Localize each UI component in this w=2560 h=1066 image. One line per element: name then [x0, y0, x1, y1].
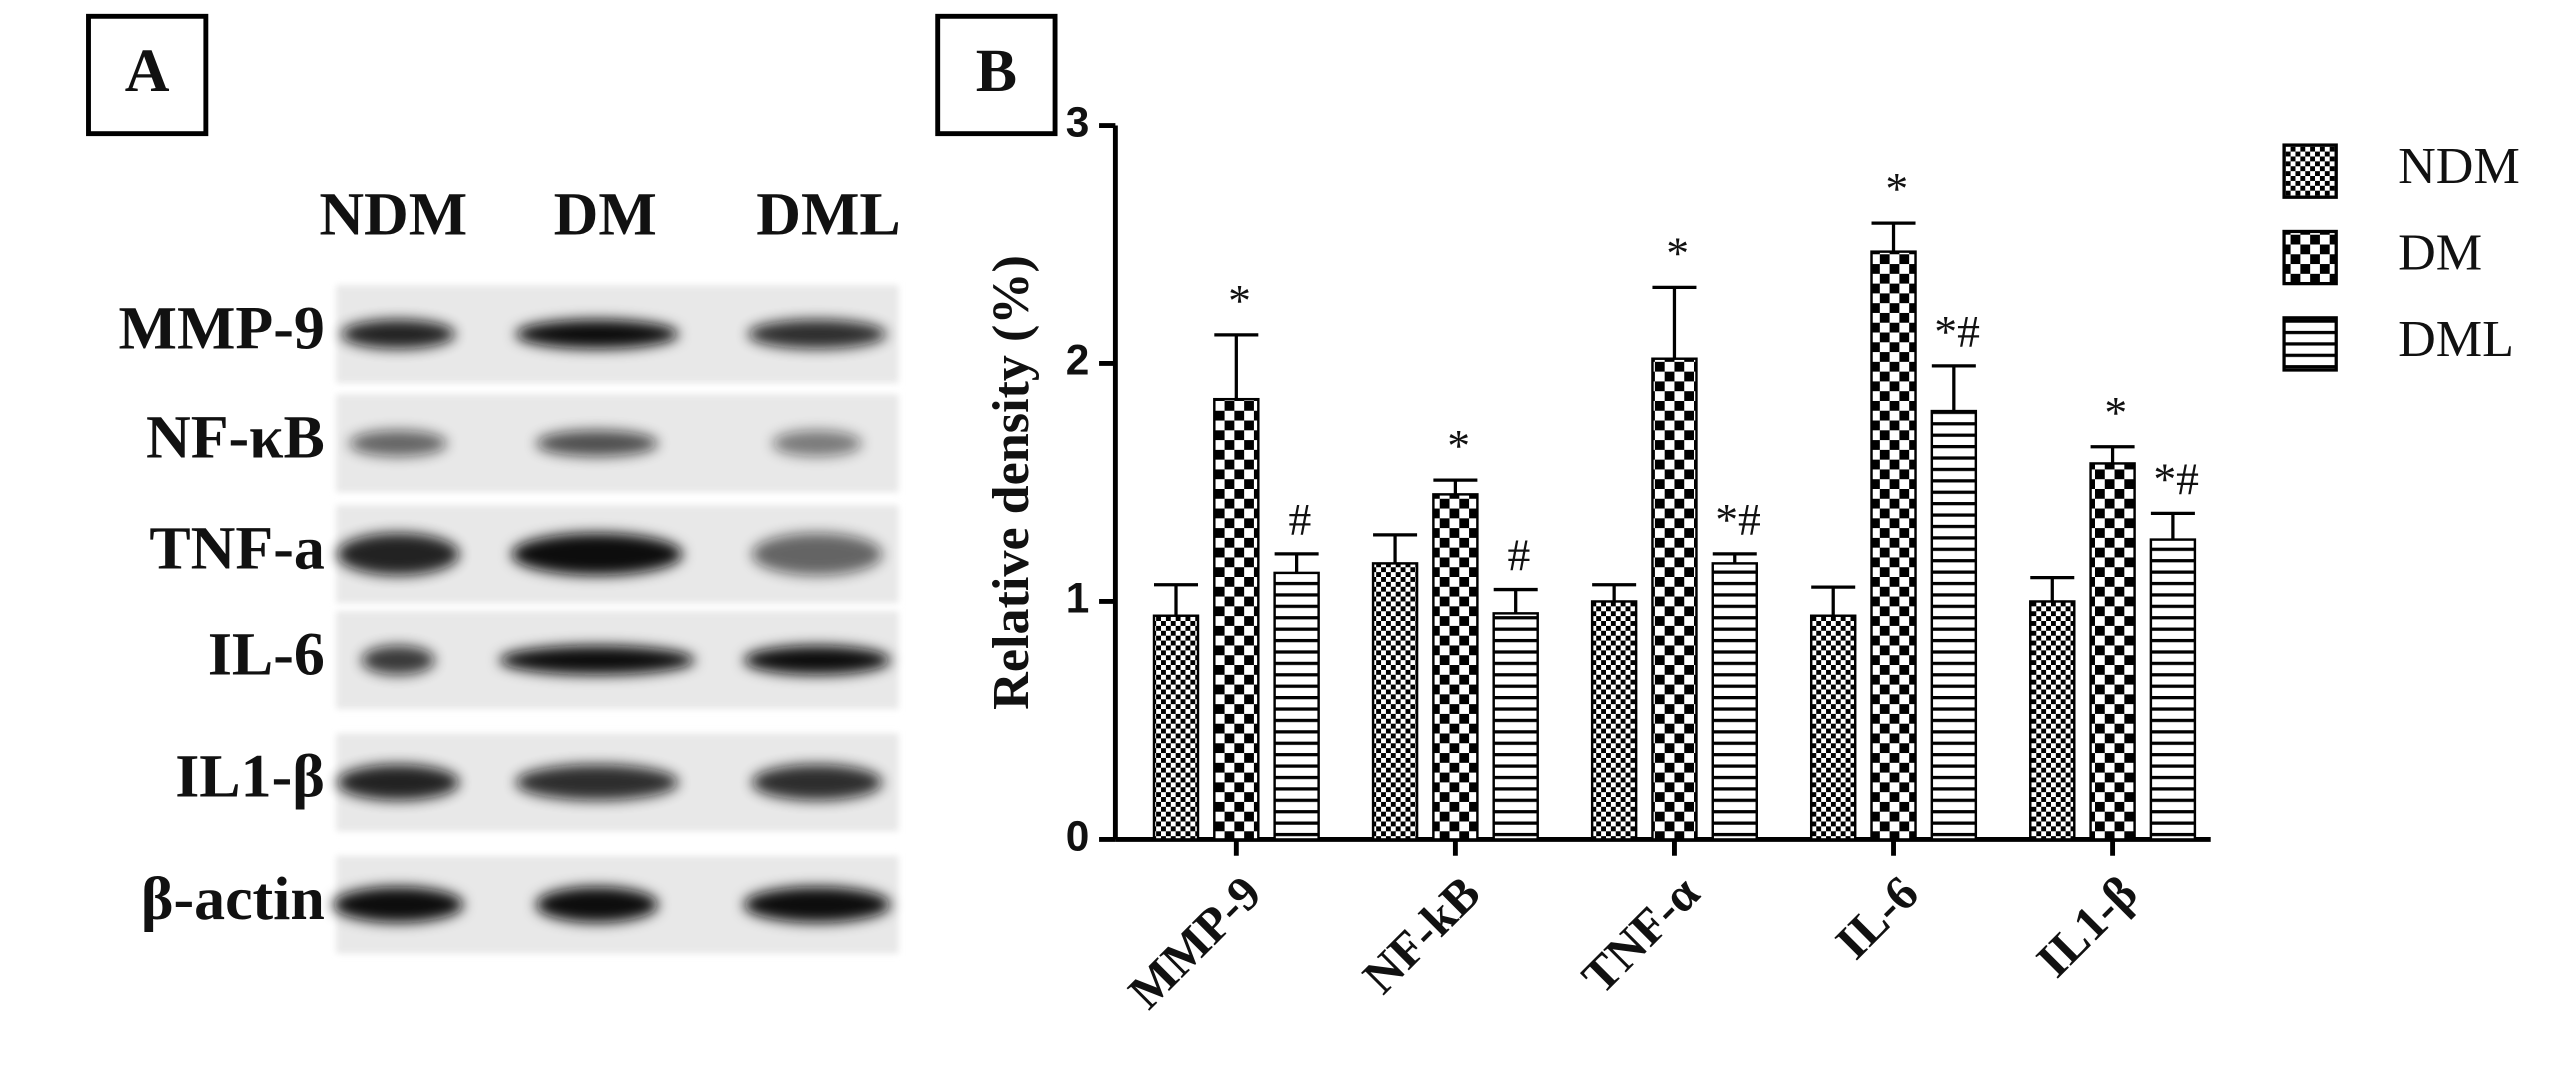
bar: [2029, 600, 2076, 841]
significance-mark: *#: [2153, 454, 2199, 505]
panel-box: [935, 13, 1058, 137]
blot-band: [515, 764, 679, 801]
blot-band: [332, 886, 464, 923]
bar: [1651, 357, 1698, 841]
significance-mark: *: [1447, 420, 1470, 471]
bar: [1492, 612, 1539, 841]
x-tick-label: IL-6: [1825, 865, 1929, 969]
panel-label: B: [976, 37, 1017, 105]
x-tick-label: NF-kB: [1352, 865, 1491, 1004]
y-axis-title: Relative density (%): [983, 255, 1040, 710]
bar: [2149, 538, 2197, 841]
row-label: NF-κB: [146, 404, 325, 472]
blot-band: [772, 430, 862, 457]
bar: [1930, 409, 1978, 841]
y-tick-label: 3: [1066, 99, 1090, 146]
x-tick-label: IL1-β: [2025, 865, 2147, 987]
significance-mark: #: [1288, 494, 1311, 545]
blot-band: [361, 645, 435, 675]
blot-band: [535, 430, 659, 457]
significance-mark: *: [1666, 227, 1689, 278]
row-label: TNF-a: [149, 514, 324, 582]
y-tick-label: 0: [1066, 813, 1090, 860]
bar: [1590, 600, 1638, 841]
bar: [1870, 250, 1917, 841]
western-blot: NDM DM DML MMP-9 NF-κB TNF-a IL-6 IL1-β β-actin: [119, 180, 901, 954]
significance-mark: *: [2104, 387, 2127, 438]
blot-band: [535, 886, 659, 923]
lane-label: NDM: [319, 180, 467, 248]
panel-label: A: [125, 37, 170, 105]
blot-band: [337, 533, 460, 576]
blot-band: [511, 533, 683, 576]
lane-label: DML: [756, 180, 900, 248]
panel-box: [86, 13, 209, 137]
significance-mark: #: [1508, 530, 1531, 581]
legend-label: DM: [2398, 225, 2482, 282]
blot-band: [747, 319, 887, 349]
y-tick-label: 1: [1066, 575, 1090, 622]
row-label: IL1-β: [175, 743, 325, 811]
blot-band: [751, 764, 883, 801]
lane-label: DM: [554, 180, 657, 248]
significance-mark: *#: [1715, 494, 1761, 545]
bar: [1432, 493, 1479, 841]
bar: [1371, 562, 1419, 841]
significance-mark: *: [1885, 163, 1908, 214]
bar: [1809, 614, 1857, 841]
blot-band: [515, 319, 679, 349]
significance-mark: *#: [1934, 306, 1980, 357]
bar: [1152, 614, 1200, 841]
legend-swatch: [2282, 143, 2338, 199]
significance-mark: *: [1228, 275, 1251, 326]
x-tick-label: TNF-α: [1571, 865, 1710, 1004]
bar: [1213, 397, 1260, 841]
legend-swatch: [2282, 229, 2338, 286]
bar: [1273, 571, 1320, 841]
row-label: IL-6: [208, 620, 325, 688]
legend-swatch: [2282, 316, 2338, 372]
blot-band: [337, 764, 460, 801]
blot-band: [499, 645, 695, 675]
row-label: MMP-9: [119, 294, 325, 362]
bar: [2089, 462, 2136, 841]
blot-band: [751, 533, 883, 576]
row-label: β-actin: [141, 865, 325, 933]
x-tick-label: MMP-9: [1118, 865, 1272, 1019]
legend-label: DML: [2398, 311, 2514, 368]
bar: [1711, 562, 1758, 841]
y-tick-label: 2: [1066, 337, 1090, 384]
blot-band: [743, 645, 891, 675]
blot-band: [341, 319, 456, 349]
blot-band: [349, 430, 448, 457]
blot-band: [743, 886, 891, 923]
legend-label: NDM: [2398, 138, 2520, 195]
